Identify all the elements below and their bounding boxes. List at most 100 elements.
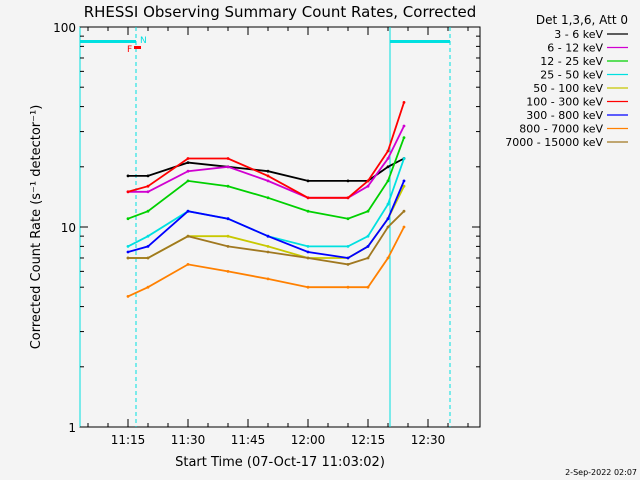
series-point-2 (126, 217, 130, 221)
legend-label: 50 - 100 keV (533, 82, 603, 95)
series-line-2 (127, 137, 405, 220)
series-point-0 (186, 161, 190, 165)
series-point-1 (366, 184, 370, 188)
series-line-3 (127, 158, 405, 248)
series-point-4 (226, 234, 230, 238)
series-point-8 (126, 256, 130, 260)
series-point-3 (146, 234, 150, 238)
series-point-5 (266, 174, 270, 178)
series-point-4 (266, 245, 270, 248)
series-point-6 (266, 234, 270, 238)
series-point-7 (402, 225, 406, 229)
series-point-2 (366, 209, 370, 213)
series-line-5 (127, 102, 405, 199)
series-point-4 (402, 184, 406, 188)
x-tick-label: 11:15 (111, 433, 146, 447)
night-interval-bar (80, 40, 136, 43)
series-point-2 (226, 184, 230, 188)
x-tick-label: 11:30 (171, 433, 206, 447)
series-point-1 (402, 124, 406, 128)
x-tick-label: 11:45 (231, 433, 266, 447)
series-point-2 (346, 217, 350, 221)
legend-label: 3 - 6 keV (554, 28, 603, 41)
x-tick-label: 12:00 (291, 433, 326, 447)
series-point-5 (226, 157, 230, 160)
legend-label: 800 - 7000 keV (519, 123, 603, 136)
y-tick-label: 100 (53, 21, 76, 35)
series-point-6 (146, 245, 150, 248)
series-line-7 (127, 226, 405, 298)
series-point-3 (306, 245, 310, 248)
series-point-0 (266, 169, 270, 173)
series-point-7 (346, 285, 350, 289)
annotation-n: N (140, 36, 147, 46)
series-point-5 (386, 149, 390, 153)
y-axis-label: Corrected Count Rate (s⁻¹ detector⁻¹) (29, 105, 44, 350)
series-point-7 (266, 277, 270, 281)
series-point-0 (146, 174, 150, 178)
series-point-2 (266, 196, 270, 200)
plot-frame (79, 26, 481, 428)
series-point-6 (386, 217, 390, 221)
series-line-6 (127, 180, 405, 259)
series-point-7 (306, 285, 310, 289)
series-line-0 (128, 157, 405, 182)
time-markers: NF (79, 27, 451, 427)
series-point-8 (366, 256, 370, 260)
series-point-5 (306, 196, 310, 200)
x-tick-label: 12:30 (411, 433, 446, 447)
series-point-5 (146, 184, 150, 188)
series-point-6 (186, 209, 190, 213)
series-point-5 (126, 190, 130, 194)
series-point-8 (306, 256, 310, 260)
series-point-5 (402, 101, 406, 104)
legend-header: Det 1,3,6, Att 0 (536, 13, 628, 27)
series-point-0 (346, 179, 350, 183)
date-stamp: 2-Sep-2022 02:07 (565, 468, 637, 477)
series-point-8 (186, 234, 190, 238)
series-point-1 (226, 165, 230, 169)
series-point-8 (402, 209, 406, 213)
legend-label: 6 - 12 keV (547, 42, 603, 55)
annotation-f: F (127, 45, 132, 55)
series-point-5 (366, 179, 370, 183)
axes: 11:15 11:30 11:45 12:00 12:15 12:30 1 10 100 (53, 21, 480, 447)
series-point-8 (346, 263, 350, 266)
legend-label: 100 - 300 keV (526, 96, 603, 109)
series-point-8 (266, 250, 270, 254)
x-tick-label: 12:15 (351, 433, 386, 447)
legend-label: 25 - 50 keV (540, 69, 603, 82)
series-point-1 (266, 179, 270, 183)
series-point-3 (386, 202, 390, 206)
legend-label: 7000 - 15000 keV (505, 136, 603, 149)
series-point-8 (146, 256, 150, 260)
series-point-0 (126, 174, 130, 178)
chart-title: RHESSI Observing Summary Count Rates, Co… (84, 3, 477, 21)
series-point-0 (386, 165, 390, 169)
series-point-8 (226, 245, 230, 248)
series-point-7 (186, 263, 190, 266)
series-point-6 (306, 250, 310, 254)
series-point-6 (226, 217, 230, 221)
series-point-1 (386, 157, 390, 160)
series-point-2 (306, 209, 310, 213)
x-axis-label: Start Time (07-Oct-17 11:03:02) (175, 455, 385, 470)
night-interval-bar (390, 40, 450, 43)
series-line-1 (128, 125, 405, 199)
series-point-1 (146, 190, 150, 194)
series-point-6 (366, 245, 370, 248)
y-tick-label: 10 (61, 221, 76, 235)
series-point-6 (402, 179, 406, 183)
series-point-8 (386, 225, 390, 229)
series-point-3 (366, 234, 370, 238)
legend-label: 300 - 800 keV (526, 109, 603, 122)
series-point-3 (346, 245, 350, 248)
series-point-6 (346, 256, 350, 260)
series-point-3 (402, 157, 406, 160)
series-line-8 (128, 210, 405, 266)
series-point-2 (146, 209, 150, 213)
series-point-1 (186, 169, 190, 173)
flag-bar (134, 46, 141, 49)
